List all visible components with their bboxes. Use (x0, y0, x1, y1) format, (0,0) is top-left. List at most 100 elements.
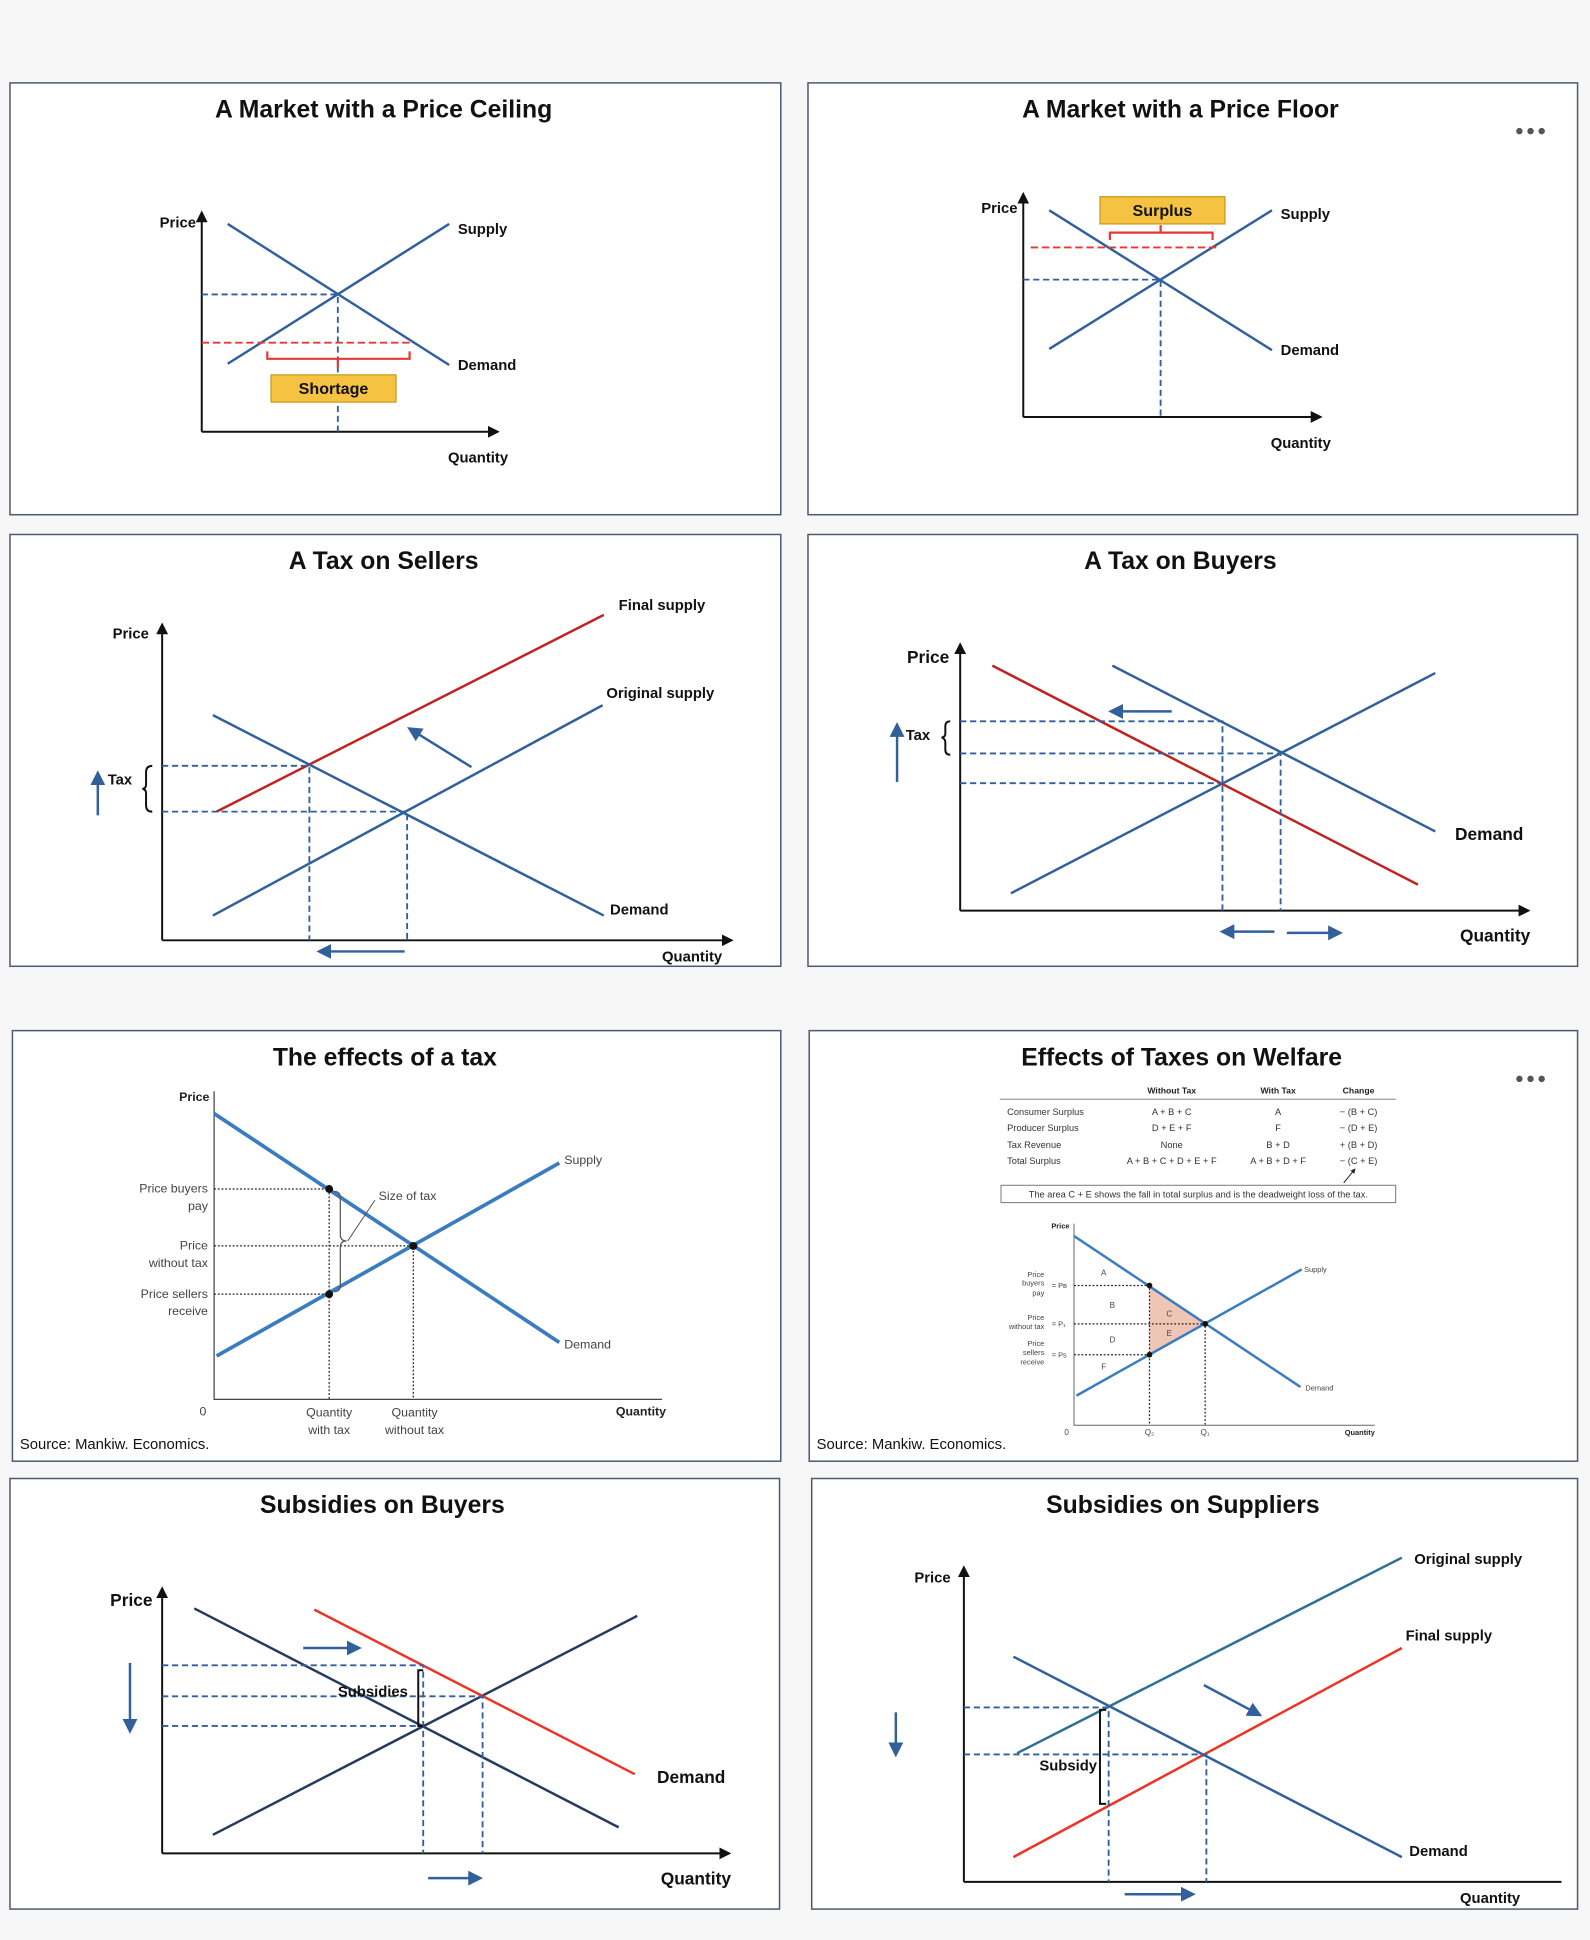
demand-label: Demand (458, 358, 517, 374)
x-axis-label: Quantity (448, 451, 509, 467)
more-options-icon[interactable] (1516, 127, 1545, 135)
x-axis-label: Quantity (1345, 1428, 1376, 1437)
y-axis-label: Price (981, 201, 1017, 217)
table-cell: Tax Revenue (1007, 1140, 1061, 1150)
price-buyers-pay-label: pay (188, 1199, 209, 1213)
q2-label: Q₂ (1145, 1428, 1154, 1437)
panel-title: Subsidies on Suppliers (1046, 1492, 1320, 1519)
welfare-diagram: Price Quantity 0 Price buyers pay = Pʙ P… (1008, 1222, 1376, 1438)
panel-tax-on-buyers[interactable]: A Tax on Buyers Price Quantity Tax Deman… (807, 533, 1579, 968)
axes (156, 622, 734, 947)
surplus-bracket (1108, 225, 1214, 241)
supply-label: Supply (1304, 1265, 1327, 1274)
y-axis-label: Price (914, 1570, 950, 1586)
axes (1017, 191, 1323, 423)
axes (1073, 1223, 1375, 1426)
price-buyers-pay-label: pay (1032, 1288, 1044, 1297)
subsidy-bracket (417, 1669, 424, 1727)
table-cell: A + B + D + F (1250, 1156, 1306, 1166)
supply-curve (212, 1614, 638, 1836)
area-f-label: F (1101, 1363, 1106, 1372)
buyers-price-point (325, 1185, 334, 1193)
table-cell: + (B + D) (1340, 1140, 1378, 1150)
panel-effects-of-a-tax[interactable]: The effects of a tax Price Quantity 0 Si… (11, 1029, 782, 1462)
panel-title: The effects of a tax (273, 1044, 497, 1071)
price-sellers-receive-label: receive (1020, 1358, 1044, 1367)
table-row: Producer Surplus D + E + F F − (D + E) (1007, 1123, 1377, 1133)
subsidies-label: Subsidies (338, 1684, 408, 1700)
panel-price-floor[interactable]: A Market with a Price Floor Price Quanti… (807, 82, 1579, 516)
panel-welfare[interactable]: Effects of Taxes on Welfare Without Tax … (808, 1029, 1579, 1462)
final-supply-label: Final supply (1406, 1629, 1493, 1645)
price-buyers-pay-label: buyers (1022, 1278, 1045, 1287)
size-of-tax-label: Size of tax (379, 1189, 438, 1203)
price-guides (960, 720, 1282, 911)
table-cell: Producer Surplus (1007, 1123, 1079, 1133)
quantity-without-tax-label: Quantity (392, 1406, 439, 1420)
table-cell: − (C + E) (1340, 1156, 1378, 1166)
source-note: Source: Mankiw. Economics. (817, 1437, 1007, 1453)
area-a-label: A (1101, 1269, 1107, 1278)
panel-title: A Tax on Buyers (1084, 548, 1276, 575)
final-demand-curve (991, 664, 1419, 886)
panel-price-ceiling[interactable]: A Market with a Price Ceiling Price Quan… (9, 82, 782, 516)
quantity-without-tax-label: without tax (384, 1423, 445, 1437)
demand-label: Demand (610, 902, 669, 918)
demand-curve (1073, 1234, 1302, 1388)
demand-label: Demand (657, 1767, 725, 1787)
y-axis-label: Price (1051, 1222, 1069, 1231)
price-sellers-receive-label: sellers (1023, 1348, 1045, 1357)
y-axis-label: Price (113, 626, 149, 642)
table-cell: A + B + C (1152, 1107, 1192, 1117)
original-supply-label: Original supply (1414, 1552, 1523, 1568)
demand-label: Demand (1455, 824, 1523, 844)
table-cell: Consumer Surplus (1007, 1107, 1084, 1117)
supply-label: Supply (1281, 207, 1331, 223)
panel-tax-on-sellers[interactable]: A Tax on Sellers Price Quantity Tax Fina… (9, 533, 782, 968)
shortage-label-box (270, 374, 397, 403)
table-row: Consumer Surplus A + B + C A − (B + C) (1007, 1107, 1377, 1117)
panel-subsidies-on-buyers[interactable]: Subsidies on Buyers Price Quantity Subsi… (9, 1477, 781, 1910)
demand-label: Demand (1305, 1384, 1333, 1393)
more-options-icon[interactable] (1516, 1075, 1545, 1083)
table-header: With Tax (1260, 1086, 1296, 1096)
table-cell: D + E + F (1152, 1123, 1192, 1133)
final-demand-curve (313, 1608, 636, 1776)
table-cell: A + B + C + D + E + F (1127, 1156, 1217, 1166)
welfare-table: Without Tax With Tax Change Consumer Sur… (999, 1086, 1397, 1204)
tax-label: Tax (906, 728, 931, 744)
axes (195, 210, 500, 438)
y-axis-label: Price (160, 216, 196, 232)
table-header: Without Tax (1147, 1086, 1196, 1096)
original-demand-curve (1111, 664, 1436, 833)
panel-subsidies-on-suppliers[interactable]: Subsidies on Suppliers Price Quantity Su… (810, 1477, 1579, 1910)
source-note: Source: Mankiw. Economics. (20, 1437, 210, 1453)
supply-shift-arrow (1203, 1684, 1263, 1717)
original-supply-curve (1016, 1556, 1403, 1755)
shortage-bracket (266, 351, 411, 368)
panel-title: Subsidies on Buyers (260, 1492, 505, 1519)
table-cell: F (1275, 1123, 1281, 1133)
axes (957, 1565, 1562, 1883)
demand-label: Demand (1409, 1844, 1468, 1860)
origin-label: 0 (200, 1404, 207, 1418)
demand-label: Demand (564, 1338, 611, 1352)
x-axis-label: Quantity (616, 1404, 666, 1418)
supply-label: Supply (458, 222, 508, 238)
supply-label: Supply (564, 1153, 603, 1167)
axes (213, 1091, 662, 1400)
panel-title: A Market with a Price Ceiling (215, 97, 552, 124)
area-d-label: D (1109, 1335, 1115, 1344)
x-axis-label: Quantity (662, 949, 723, 965)
pb-label: = Pʙ (1052, 1281, 1067, 1290)
quantity-with-tax-label: Quantity (306, 1406, 353, 1420)
table-cell: − (D + E) (1340, 1123, 1378, 1133)
p1-label: = P₁ (1052, 1319, 1066, 1328)
axes (156, 1586, 732, 1860)
table-cell: B + D (1266, 1140, 1290, 1150)
axes (954, 642, 1531, 917)
final-supply-curve (216, 613, 605, 813)
shortage-label: Shortage (299, 380, 369, 398)
price-without-tax-label: Price (180, 1239, 208, 1253)
